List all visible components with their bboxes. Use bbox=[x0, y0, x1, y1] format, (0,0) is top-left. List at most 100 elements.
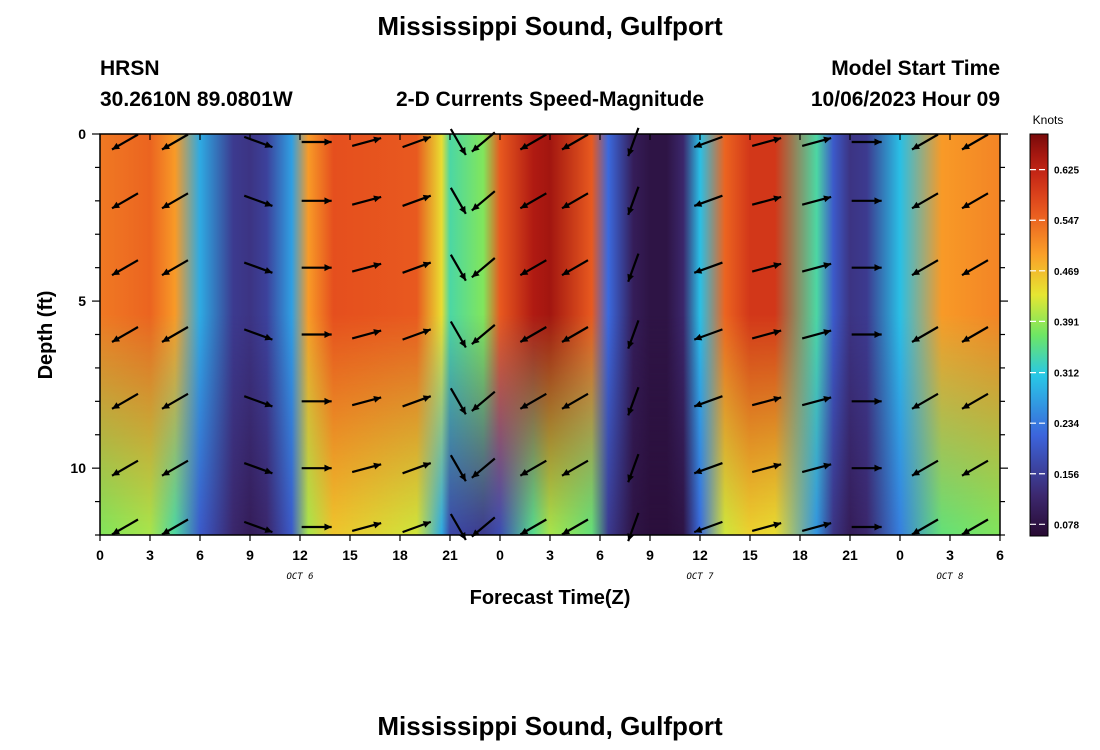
speed-field-surface bbox=[100, 134, 1000, 535]
colorbar-tick-label: 0.156 bbox=[1054, 470, 1079, 481]
current-arrow bbox=[627, 386, 640, 416]
x-tick-label: 0 bbox=[896, 547, 904, 563]
current-arrow bbox=[911, 259, 939, 277]
current-arrow bbox=[627, 320, 640, 349]
current-arrow bbox=[449, 254, 467, 282]
current-arrow bbox=[751, 136, 782, 147]
current-arrow bbox=[627, 127, 640, 157]
x-axis: 0 3 6 9 12 15 18 21 0 3 6 9 12 15 18 21 0 3 6 OCT 6 OCT 7 OCT… bbox=[96, 134, 1004, 582]
current-arrow bbox=[111, 192, 139, 210]
model-start-value: 10/06/2023 Hour 09 bbox=[811, 88, 1000, 111]
current-arrow bbox=[301, 197, 332, 205]
y-tick-label: 0 bbox=[78, 126, 86, 142]
current-arrow bbox=[911, 326, 939, 343]
current-arrow bbox=[471, 457, 496, 479]
x-tick-label: 9 bbox=[246, 547, 254, 563]
x-tick-label: 6 bbox=[596, 547, 604, 563]
colorbar-tick-label: 0.469 bbox=[1054, 267, 1079, 278]
current-arrow bbox=[561, 392, 589, 410]
x-tick-label: 3 bbox=[546, 547, 554, 563]
current-arrow bbox=[471, 131, 496, 153]
current-arrow bbox=[161, 192, 189, 210]
current-arrow bbox=[402, 194, 432, 207]
current-arrow bbox=[243, 194, 273, 207]
x-tick-label: 0 bbox=[496, 547, 504, 563]
current-arrow bbox=[351, 521, 382, 532]
current-arrow bbox=[471, 257, 496, 279]
current-arrow bbox=[693, 395, 723, 408]
current-arrow bbox=[111, 392, 139, 410]
station-coords: 30.2610N 89.0801W bbox=[100, 88, 293, 111]
current-arrow bbox=[402, 261, 432, 274]
current-arrow bbox=[693, 261, 723, 274]
x-tick-label: 18 bbox=[392, 547, 408, 563]
current-arrow bbox=[561, 192, 589, 210]
current-arrow bbox=[161, 133, 189, 151]
current-arrow bbox=[627, 253, 640, 283]
model-start-label: Model Start Time bbox=[831, 57, 1000, 80]
current-arrow bbox=[751, 521, 782, 532]
current-arrow bbox=[301, 331, 332, 338]
date-label: OCT 7 bbox=[686, 572, 714, 582]
x-axis-label: Forecast Time(Z) bbox=[470, 587, 631, 609]
current-arrow bbox=[449, 387, 467, 415]
current-arrow bbox=[111, 459, 139, 477]
current-arrow bbox=[471, 324, 496, 345]
current-arrow bbox=[519, 259, 547, 277]
x-tick-label: 21 bbox=[842, 547, 858, 563]
y-tick-label: 5 bbox=[78, 293, 86, 309]
chart-subtitle: 2-D Currents Speed-Magnitude bbox=[396, 88, 704, 111]
current-arrow bbox=[851, 197, 882, 205]
current-arrow bbox=[519, 192, 547, 210]
current-arrow bbox=[561, 133, 589, 151]
current-arrow bbox=[961, 259, 989, 277]
y-tick-label: 10 bbox=[70, 460, 86, 476]
current-arrow bbox=[351, 195, 382, 206]
current-arrow bbox=[519, 326, 547, 343]
current-arrow bbox=[111, 326, 139, 343]
current-arrow bbox=[751, 329, 782, 340]
x-tick-label: 9 bbox=[646, 547, 654, 563]
current-arrow bbox=[351, 262, 382, 273]
current-arrow bbox=[911, 518, 939, 536]
current-arrow bbox=[693, 462, 723, 475]
current-arrow bbox=[693, 135, 723, 149]
current-arrow bbox=[471, 390, 496, 412]
colorbar-tick-label: 0.234 bbox=[1054, 419, 1079, 430]
current-arrow bbox=[301, 464, 332, 472]
colorbar-tick-label: 0.078 bbox=[1054, 520, 1079, 531]
current-arrow bbox=[561, 518, 589, 536]
current-arrow bbox=[243, 328, 273, 341]
current-arrow bbox=[301, 397, 332, 405]
current-arrow bbox=[402, 462, 432, 475]
current-arrow bbox=[851, 523, 882, 531]
current-arrow bbox=[801, 521, 832, 532]
current-arrow bbox=[961, 192, 989, 210]
current-arrow bbox=[449, 187, 467, 215]
x-tick-label: 3 bbox=[146, 547, 154, 563]
current-arrow bbox=[402, 395, 432, 408]
colorbar-unit: Knots bbox=[1033, 113, 1064, 127]
current-arrow bbox=[627, 453, 640, 483]
current-arrow bbox=[161, 392, 189, 410]
current-arrow bbox=[111, 518, 139, 536]
current-arrow bbox=[961, 518, 989, 536]
current-arrow bbox=[801, 395, 832, 407]
footer-title: Mississippi Sound, Gulfport bbox=[377, 711, 723, 741]
current-arrow bbox=[693, 194, 723, 207]
current-arrow bbox=[449, 320, 467, 349]
current-arrow bbox=[519, 459, 547, 477]
y-axis: 0 5 10 bbox=[70, 126, 1008, 536]
current-arrow bbox=[561, 259, 589, 277]
current-arrow bbox=[627, 186, 640, 216]
current-arrow bbox=[851, 138, 882, 146]
x-tick-label: 3 bbox=[946, 547, 954, 563]
x-tick-label: 6 bbox=[996, 547, 1004, 563]
current-arrow bbox=[161, 459, 189, 477]
current-arrow bbox=[851, 331, 882, 338]
current-arrow bbox=[801, 262, 832, 273]
x-tick-label: 15 bbox=[342, 547, 358, 563]
colorbar-legend: Knots 0.625 0.547 0.469 0.391 0.312 0.234 0.15… bbox=[1029, 113, 1079, 537]
x-tick-label: 18 bbox=[792, 547, 808, 563]
x-tick-label: 12 bbox=[292, 547, 308, 563]
